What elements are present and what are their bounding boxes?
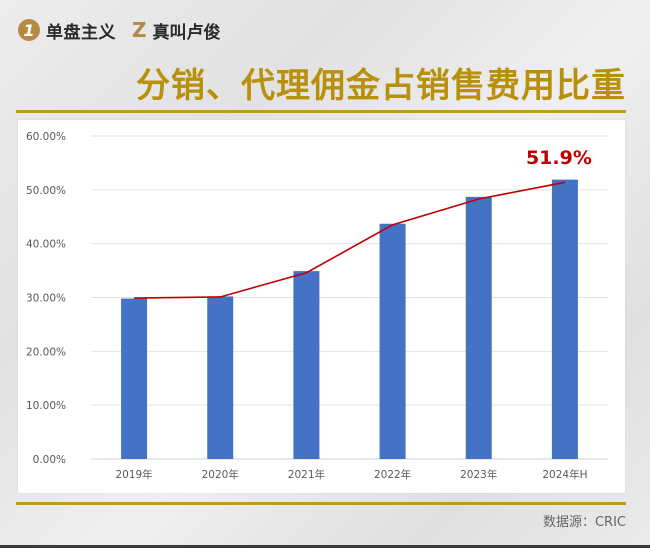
x-tick-label: 2019年 [115, 468, 152, 481]
brand-logos: 1 单盘主义 Z 真叫卢俊 [18, 16, 221, 44]
trend-line [134, 181, 566, 299]
y-tick-label: 30.00% [26, 293, 66, 305]
y-tick-label: 60.00% [26, 131, 66, 143]
y-tick-label: 40.00% [26, 239, 66, 251]
bar [121, 298, 148, 459]
x-tick-label: 2023年 [460, 468, 497, 481]
y-tick-label: 50.00% [26, 185, 66, 197]
bar [465, 196, 492, 459]
x-tick-label: 2021年 [288, 468, 325, 481]
bar [379, 223, 406, 459]
y-tick-label: 0.00% [33, 454, 66, 466]
bar-line-chart: 0.00% 10.00% 20.00% 30.00% 40.00% 50.00% 60.00… [26, 131, 608, 481]
logo-2-badge-icon: Z [132, 18, 147, 42]
logo-2-text: 真叫卢俊 [152, 22, 221, 43]
bottom-strip [0, 545, 650, 548]
bottom-divider [16, 502, 626, 505]
x-tick-label: 2024年H [542, 468, 587, 481]
page-title: 分销、代理佣金占销售费用比重 [136, 66, 626, 106]
y-tick-label: 20.00% [26, 346, 66, 358]
bar [551, 179, 578, 460]
bar [293, 271, 320, 459]
logo-1-text: 单盘主义 [46, 22, 116, 43]
data-source: 数据源：CRIC [542, 515, 626, 530]
y-tick-label: 10.00% [26, 400, 66, 412]
chart-panel: 0.00% 10.00% 20.00% 30.00% 40.00% 50.00% 60.00… [18, 120, 625, 493]
top-divider [16, 110, 626, 113]
value-annotation: 51.9% [526, 147, 592, 169]
bar [207, 296, 234, 459]
logo-1-badge-icon: 1 [18, 19, 40, 41]
x-tick-label: 2020年 [202, 468, 239, 481]
x-tick-label: 2022年 [374, 468, 411, 481]
